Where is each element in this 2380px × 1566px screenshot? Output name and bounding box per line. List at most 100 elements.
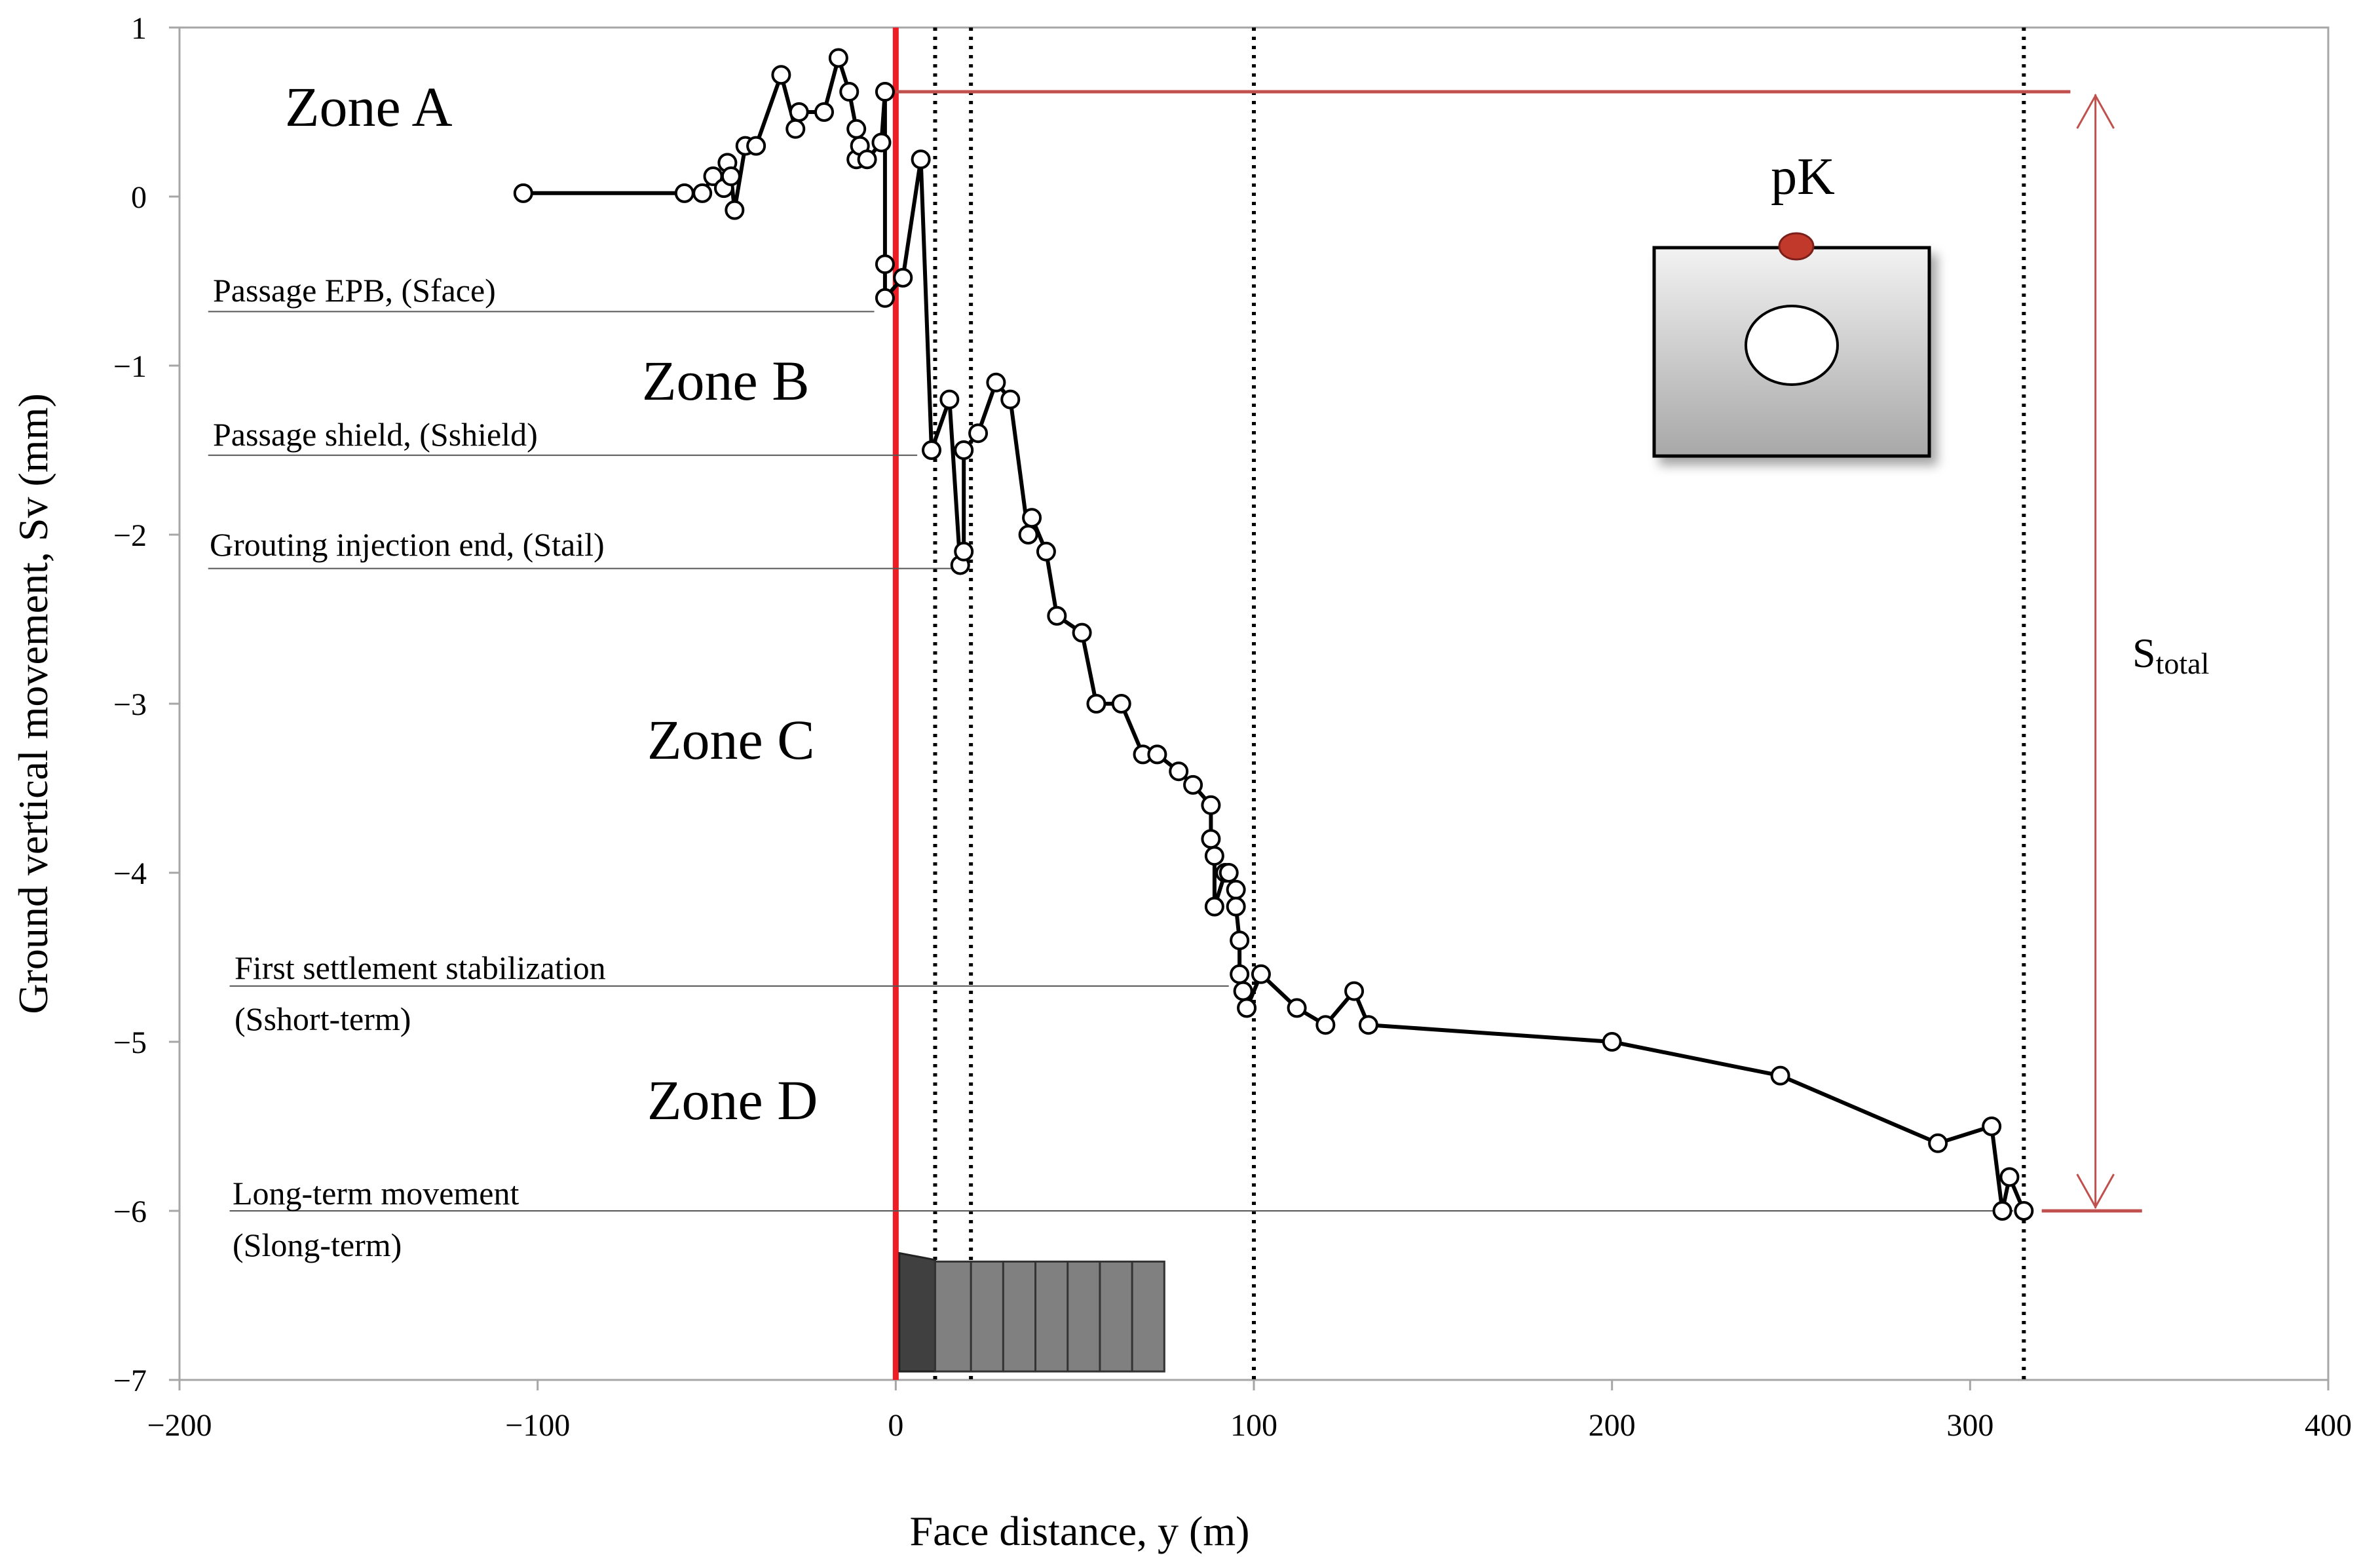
stotal-subscript: total xyxy=(2156,647,2210,680)
tunnel-section xyxy=(1745,305,1839,386)
data-point xyxy=(1999,1167,2020,1187)
data-point xyxy=(725,200,745,220)
data-point xyxy=(939,389,960,410)
data-point xyxy=(893,267,913,288)
y-tick-label: −1 xyxy=(113,349,147,384)
y-tick-label: −7 xyxy=(113,1364,147,1398)
y-axis: 1 0 −1 −2 −3 −4 −5 −6 −7 xyxy=(113,11,179,1398)
x-tick-label: 100 xyxy=(1230,1408,1277,1443)
data-point xyxy=(1770,1065,1790,1086)
zone-a-label: Zone A xyxy=(285,75,453,138)
data-point xyxy=(1204,846,1224,866)
data-point xyxy=(1111,694,1131,714)
data-point xyxy=(1230,930,1250,951)
data-point xyxy=(1226,896,1246,917)
y-tick-label: −6 xyxy=(113,1194,147,1229)
data-point xyxy=(1315,1015,1336,1035)
y-tick-label: 1 xyxy=(131,11,147,46)
data-series xyxy=(513,48,2034,1221)
x-tick-label: 0 xyxy=(888,1408,903,1443)
data-point xyxy=(1047,605,1067,626)
data-point xyxy=(771,65,791,85)
stotal-arrow-head-top xyxy=(2076,93,2115,129)
data-point xyxy=(1602,1032,1622,1052)
data-point xyxy=(513,183,533,203)
x-axis: −200 −100 0 100 200 300 400 xyxy=(147,1380,2352,1443)
data-point xyxy=(2014,1201,2034,1221)
data-point xyxy=(814,102,834,122)
data-point xyxy=(1036,541,1056,562)
pk-label: pK xyxy=(1771,148,1835,206)
data-point xyxy=(1237,998,1257,1018)
series-line xyxy=(523,56,2026,1213)
data-point xyxy=(1201,829,1221,849)
data-point xyxy=(1226,879,1246,900)
data-point xyxy=(1086,694,1106,714)
y-axis-title: Ground vertical movement, Sv (mm) xyxy=(10,393,56,1014)
data-point xyxy=(986,372,1006,392)
x-tick-label: −100 xyxy=(505,1408,570,1443)
y-tick-label: −5 xyxy=(113,1025,147,1060)
data-point xyxy=(875,254,895,275)
pk-marker xyxy=(1778,232,1815,261)
shield-annotation: Passage shield, (Sshield) xyxy=(213,416,538,453)
data-point xyxy=(857,149,877,170)
data-point xyxy=(674,183,694,203)
stotal-arrow-head-bottom xyxy=(2076,1174,2115,1210)
tbm-body xyxy=(934,1260,1165,1373)
x-tick-label: −200 xyxy=(147,1408,212,1443)
data-point xyxy=(922,440,941,460)
data-point xyxy=(828,48,848,68)
data-point xyxy=(1018,525,1038,544)
data-point xyxy=(1982,1117,2002,1136)
stotal-label: Stotal xyxy=(2132,630,2209,680)
data-point xyxy=(968,423,989,444)
tbm-cutterhead xyxy=(898,1251,936,1373)
data-point xyxy=(785,119,806,139)
data-point xyxy=(1000,389,1021,410)
data-point xyxy=(789,102,809,122)
data-point xyxy=(954,541,974,562)
y-tick-label: −2 xyxy=(113,518,147,553)
data-point xyxy=(1992,1201,2012,1221)
short-term-annotation-line1: First settlement stabilization xyxy=(235,949,606,986)
data-point xyxy=(1344,981,1365,1001)
y-tick-label: −4 xyxy=(113,856,147,891)
long-term-annotation-line2: (Slong-term) xyxy=(233,1227,402,1263)
data-point xyxy=(1230,964,1250,984)
data-point xyxy=(1218,863,1239,883)
data-point xyxy=(911,149,931,170)
pk-inset: pK xyxy=(1652,148,1931,458)
data-point xyxy=(1358,1015,1378,1035)
zone-d-label: Zone D xyxy=(647,1069,818,1132)
tail-annotation: Grouting injection end, (Stail) xyxy=(210,526,605,563)
data-point xyxy=(954,440,974,460)
y-tick-label: 0 xyxy=(131,180,147,215)
data-point xyxy=(1169,761,1189,782)
x-axis-title: Face distance, y (m) xyxy=(910,1508,1250,1554)
face-annotation: Passage EPB, (Sface) xyxy=(213,272,496,309)
data-point xyxy=(692,183,713,203)
zone-boundaries xyxy=(892,28,2026,1380)
data-point xyxy=(1204,896,1224,917)
data-point xyxy=(846,119,867,139)
data-point xyxy=(1928,1133,1948,1153)
tbm-sketch xyxy=(898,1251,1165,1373)
stotal-main: S xyxy=(2132,630,2156,676)
data-point xyxy=(1183,774,1203,795)
data-point xyxy=(1147,744,1167,765)
data-point xyxy=(839,82,859,102)
data-point xyxy=(871,132,892,153)
data-point xyxy=(1022,508,1042,528)
data-point xyxy=(746,136,766,156)
data-point xyxy=(1251,964,1271,984)
data-point xyxy=(1072,622,1092,643)
data-point xyxy=(875,82,895,102)
zone-c-label: Zone C xyxy=(647,708,815,771)
reference-lines xyxy=(208,90,2142,1213)
long-term-annotation-line1: Long-term movement xyxy=(233,1175,519,1212)
zone-b-label: Zone B xyxy=(642,349,810,412)
y-tick-label: −3 xyxy=(113,687,147,722)
x-tick-label: 300 xyxy=(1946,1408,1993,1443)
